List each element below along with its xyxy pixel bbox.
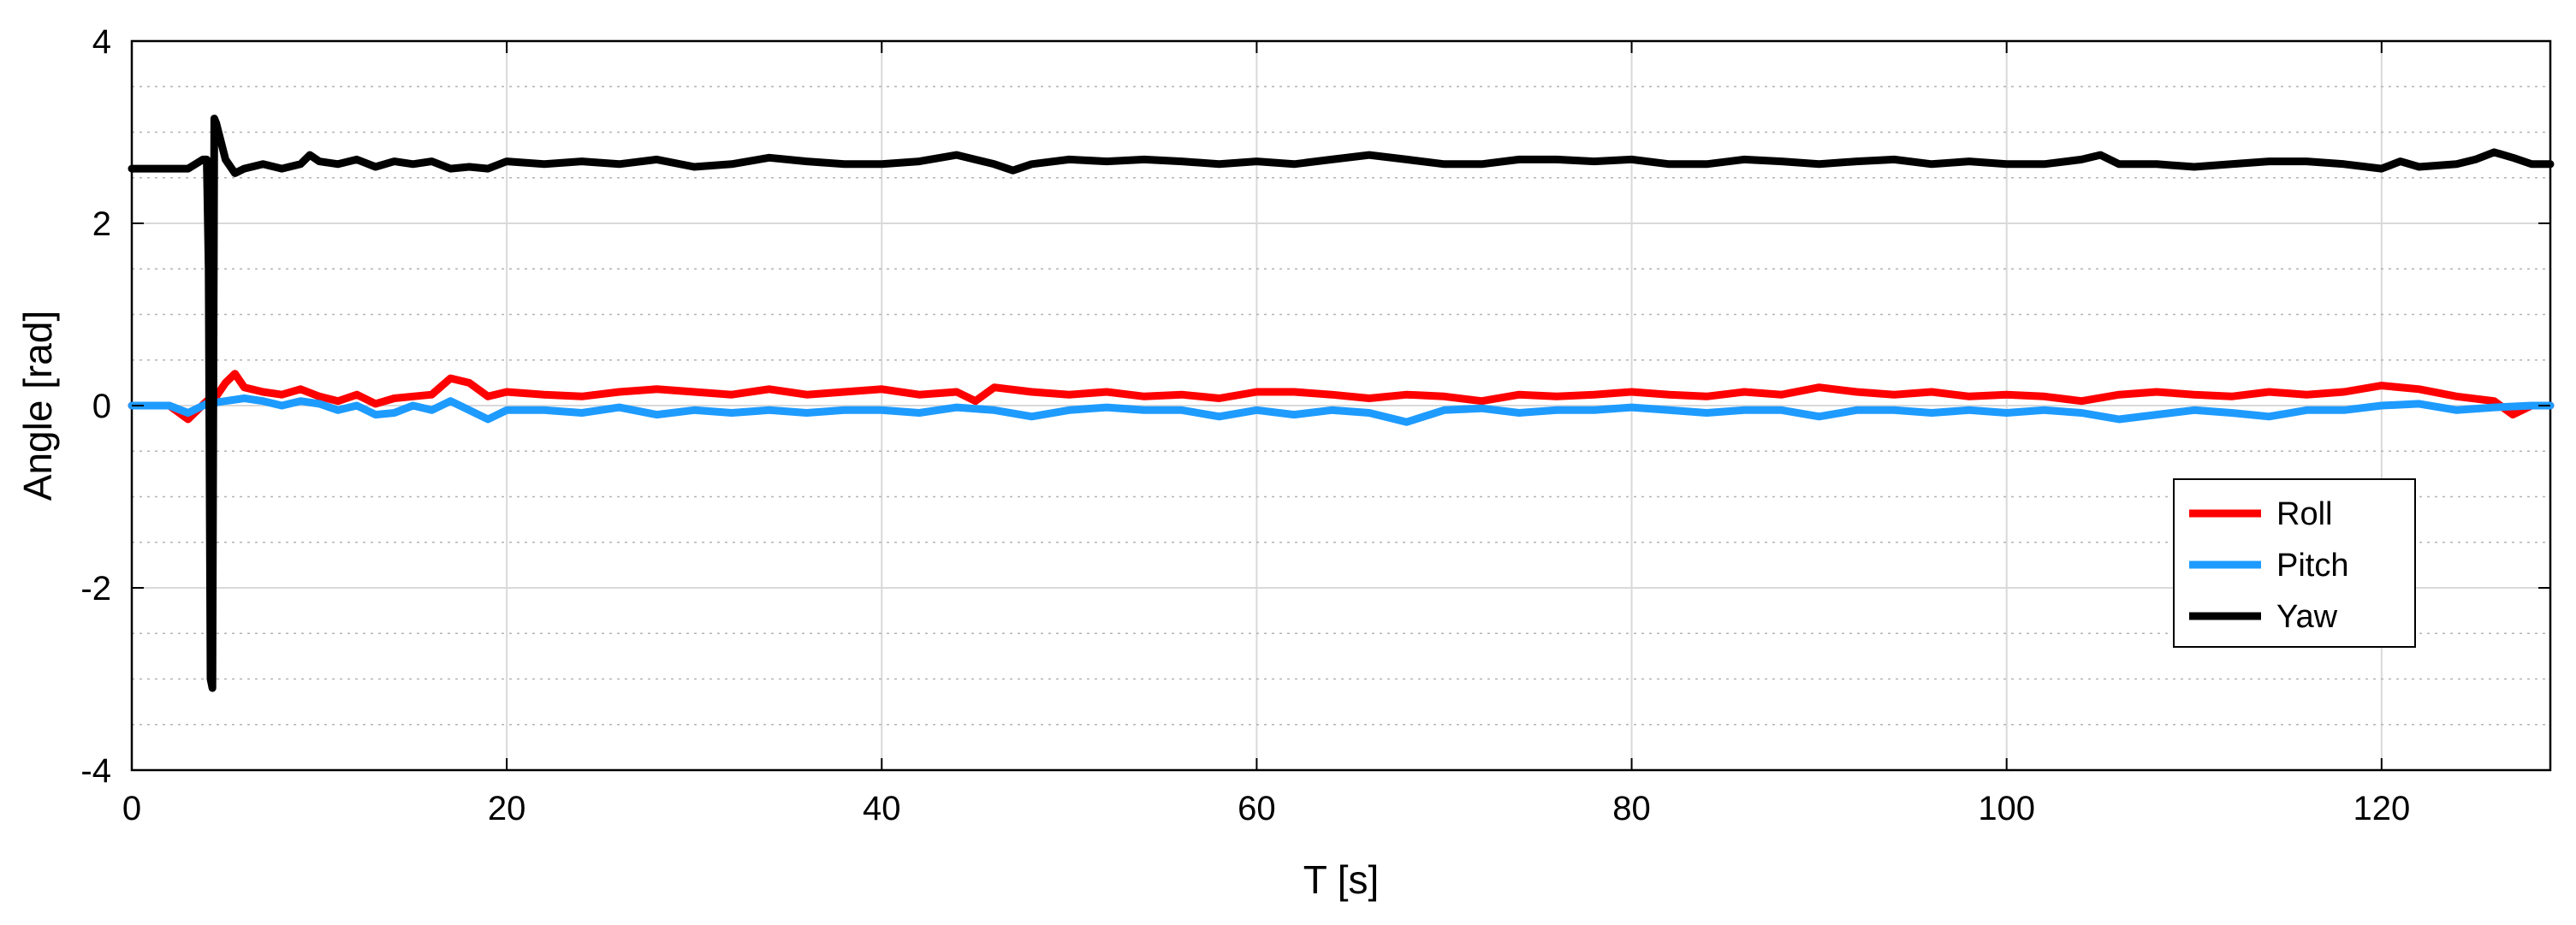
legend-items: Roll Pitch Yaw	[2189, 496, 2348, 635]
y-tick-label: 4	[92, 23, 111, 61]
x-tick-label: 0	[122, 790, 141, 827]
x-tick-label: 60	[1238, 790, 1276, 827]
y-tick-label: -4	[80, 752, 111, 790]
series-line-roll	[128, 370, 2555, 424]
legend: Roll Pitch Yaw	[2173, 478, 2416, 648]
x-tick-label: 100	[1978, 790, 2035, 827]
legend-label-roll: Roll	[2276, 496, 2332, 532]
y-tick-label: -2	[80, 570, 111, 608]
x-tick-label: 20	[488, 790, 526, 827]
y-tick-label: 2	[92, 205, 111, 243]
series-line-yaw	[128, 115, 2555, 692]
legend-label-yaw: Yaw	[2276, 599, 2338, 635]
grid	[132, 41, 2550, 770]
series-lines	[128, 115, 2555, 692]
series-line-pitch	[128, 394, 2555, 426]
y-axis-label: Angle [rad]	[15, 311, 60, 501]
y-tick-label: 0	[92, 388, 111, 425]
x-tick-label: 40	[863, 790, 901, 827]
x-axis-label: T [s]	[1303, 857, 1380, 902]
x-tick-label: 80	[1612, 790, 1651, 827]
legend-label-pitch: Pitch	[2276, 548, 2348, 584]
axis-ticks: 0 20 40 60 80 100 120 -4 -2 0 2 4	[80, 23, 2550, 827]
x-tick-label: 120	[2353, 790, 2410, 827]
